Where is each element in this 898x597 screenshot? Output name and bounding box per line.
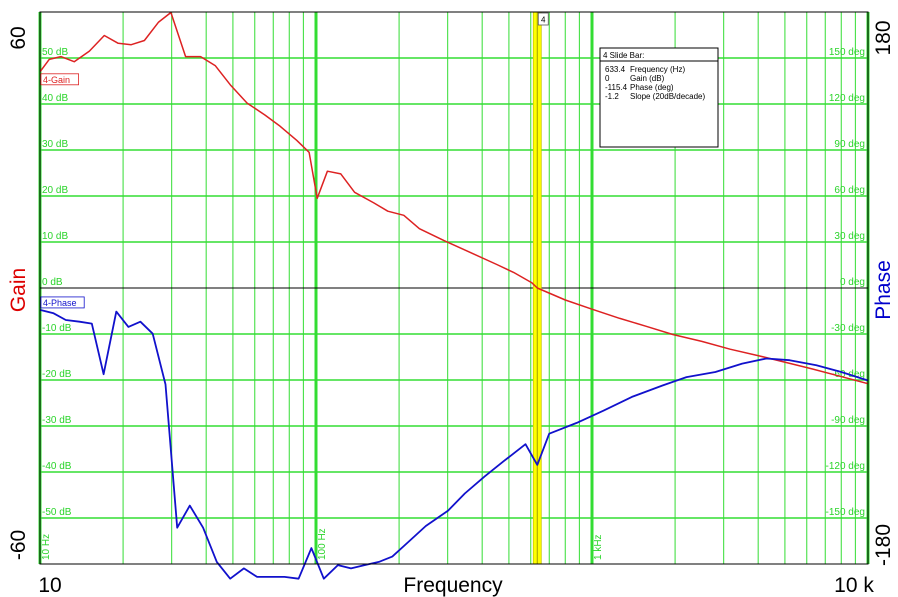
phase-grid-label: 150 deg: [829, 47, 865, 58]
y-right-title: Phase: [872, 260, 895, 320]
y-left-title: Gain: [7, 268, 30, 312]
phase-grid-label: 120 deg: [829, 93, 865, 104]
y-left-max-label: 60: [7, 26, 30, 49]
legend-label-4-phase: 4-Phase: [43, 298, 77, 308]
gain-grid-label: -10 dB: [42, 323, 72, 334]
gain-grid-label: -30 dB: [42, 415, 72, 426]
series-line-4-gain: [39, 11, 869, 385]
gain-grid-label: -50 dB: [42, 507, 72, 518]
info-row-label: Frequency (Hz): [630, 65, 685, 74]
gain-grid-label: 10 dB: [42, 231, 68, 242]
phase-grid-label: 0 deg: [840, 277, 865, 288]
slide-bar-info-box: 4 Slide Bar: 633.4 Frequency (Hz) 0 Gain (dB…: [599, 47, 719, 148]
gain-grid-label: 30 dB: [42, 139, 68, 150]
series-layer: [39, 11, 869, 580]
gain-grid-label: -40 dB: [42, 461, 72, 472]
phase-grid-label: 60 deg: [834, 185, 865, 196]
gain-grid-label: 50 dB: [42, 47, 68, 58]
info-row-label: Phase (deg): [630, 83, 674, 92]
cursor-tag-label: 4: [541, 16, 546, 25]
info-row-value: -1.2: [605, 92, 619, 101]
x-decade-label: 10 Hz: [41, 534, 52, 560]
gain-grid-label: 20 dB: [42, 185, 68, 196]
phase-grid-label: 90 deg: [834, 139, 865, 150]
x-min-label: 10: [38, 574, 61, 597]
x-decade-label: 1 kHz: [593, 534, 604, 560]
info-box-frame: [599, 47, 719, 148]
grid-labels: 50 dB 40 dB 30 dB 20 dB 10 dB 0 dB -10 dB -20 d…: [41, 47, 865, 560]
info-row-label: Gain (dB): [630, 74, 665, 83]
gain-grid-label: -20 dB: [42, 369, 72, 380]
y-left-min-label: -60: [7, 530, 30, 560]
x-decade-label: 100 Hz: [317, 528, 328, 560]
x-axis-title: Frequency: [403, 574, 503, 597]
info-row-label: Slope (20dB/decade): [630, 92, 706, 101]
series-legend: 4-Gain 4-Phase: [40, 73, 85, 309]
info-box-title: 4 Slide Bar:: [603, 51, 644, 60]
info-row-value: -115.4: [605, 83, 628, 92]
phase-grid-label: -150 deg: [826, 507, 865, 518]
phase-grid-label: -120 deg: [826, 461, 865, 472]
y-right-min-label: -180: [872, 524, 895, 566]
info-row-value: 633.4: [605, 65, 626, 74]
phase-grid-label: -30 deg: [831, 323, 865, 334]
x-max-label: 10 k: [834, 574, 874, 597]
phase-grid-label: 30 deg: [834, 231, 865, 242]
legend-box-4-phase: [40, 296, 85, 309]
legend-box-4-gain: [40, 73, 79, 86]
phase-grid-label: -90 deg: [831, 415, 865, 426]
info-row-value: 0: [605, 74, 610, 83]
cursor-tag-box: [537, 12, 549, 26]
plot-frame: [39, 11, 869, 565]
series-line-4-phase: [39, 309, 869, 580]
gain-grid-label: 40 dB: [42, 93, 68, 104]
legend-label-4-gain: 4-Gain: [43, 75, 70, 85]
gain-grid-label: 0 dB: [42, 277, 63, 288]
y-right-max-label: 180: [872, 20, 895, 55]
